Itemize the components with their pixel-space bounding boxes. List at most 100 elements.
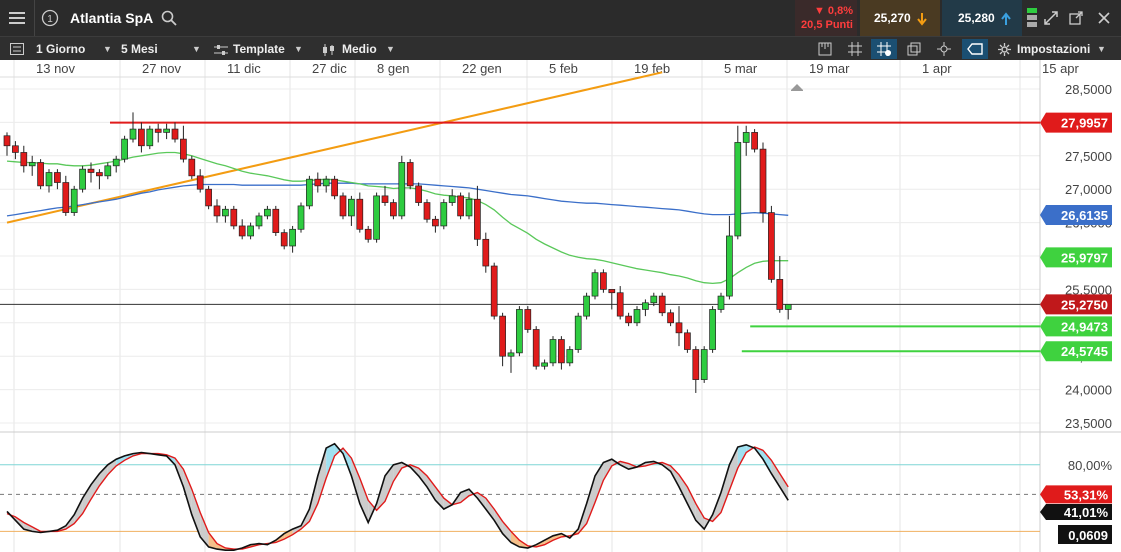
candle <box>541 359 548 370</box>
draw-icon[interactable] <box>962 39 988 59</box>
candle <box>96 169 103 190</box>
list-icon[interactable] <box>4 39 30 59</box>
stoch-fill <box>99 464 108 486</box>
candle <box>432 215 439 233</box>
stoch-fill <box>393 462 402 482</box>
symbol-title[interactable]: Atlantia SpA <box>70 10 154 26</box>
stoch-fill <box>494 509 503 534</box>
y-tick-label: 28,5000 <box>1065 82 1112 97</box>
candle <box>121 135 128 163</box>
candle <box>734 125 742 240</box>
template-chevron-down-icon[interactable]: ▼ <box>294 44 303 54</box>
candle <box>784 304 792 320</box>
arrow-down-icon <box>917 12 927 26</box>
svg-text:53,31%: 53,31% <box>1064 487 1109 502</box>
axis-price-label: 25,9797 <box>1040 247 1112 268</box>
ruler-icon[interactable] <box>812 39 838 59</box>
stoch-fill <box>502 521 511 543</box>
price-chart[interactable]: 13 nov 27 nov 11 dic 27 dic 8 gen 22 gen 5 feb… <box>0 60 1121 552</box>
candle <box>297 202 305 233</box>
candle <box>700 346 708 383</box>
candle <box>12 141 19 160</box>
bid-button[interactable]: 25,270 <box>860 0 940 36</box>
svg-text:1: 1 <box>47 14 53 25</box>
stoch-fill <box>603 459 612 481</box>
candle <box>381 185 389 206</box>
crosshair-icon[interactable] <box>871 39 897 59</box>
candle <box>373 192 380 243</box>
candle <box>490 262 498 320</box>
period-select[interactable]: 5 Mesi <box>121 37 158 61</box>
candle <box>457 192 464 220</box>
stoch-fill <box>595 462 604 503</box>
candle <box>205 185 212 210</box>
settings-chevron-down-icon[interactable]: ▼ <box>1097 44 1106 54</box>
candle <box>692 346 700 393</box>
axis-price-label: 27,9957 <box>1040 112 1112 133</box>
grid-icon[interactable] <box>842 39 868 59</box>
stoch-fill <box>586 475 595 524</box>
close-icon[interactable] <box>1090 0 1118 36</box>
ask-button[interactable]: 25,280 <box>942 0 1022 36</box>
candle <box>314 172 322 193</box>
stoch-fill <box>771 460 780 487</box>
candle <box>188 155 196 180</box>
candle <box>465 192 473 220</box>
support-lines[interactable] <box>741 325 1040 353</box>
stoch-tick-label: 80,00% <box>1068 458 1113 473</box>
candle <box>87 162 95 183</box>
time-marker-icon[interactable] <box>791 84 803 90</box>
candle <box>180 125 187 163</box>
candle <box>616 286 624 320</box>
stoch-fill <box>763 450 772 474</box>
candle <box>364 225 372 243</box>
expand-icon[interactable] <box>1040 0 1062 36</box>
interval-select[interactable]: 1 Giorno <box>36 37 85 61</box>
candle <box>129 112 137 143</box>
interval-chevron-down-icon[interactable]: ▼ <box>103 44 112 54</box>
stoch-fill <box>679 474 688 504</box>
stoch-fill <box>116 455 125 466</box>
template-button[interactable]: Template <box>214 37 285 61</box>
search-icon[interactable] <box>158 0 180 36</box>
x-tick-label: 27 dic <box>312 61 347 76</box>
candle <box>516 306 523 357</box>
chart-type-button[interactable]: Medio <box>322 37 377 61</box>
pin-icon[interactable] <box>931 39 957 59</box>
candle <box>600 269 607 293</box>
hamburger-icon[interactable] <box>0 0 34 36</box>
candle <box>390 199 397 220</box>
stoch-fill <box>191 489 201 537</box>
candle <box>717 292 725 313</box>
svg-text:0,0609: 0,0609 <box>1068 528 1108 543</box>
copy-icon[interactable] <box>901 39 927 59</box>
svg-text:41,01%: 41,01% <box>1064 505 1109 520</box>
svg-text:24,9473: 24,9473 <box>1061 319 1108 334</box>
candle <box>751 129 758 153</box>
stoch-fill <box>208 532 217 550</box>
stoch-fill <box>317 448 327 504</box>
axis-price-label: 53,31% <box>1040 485 1112 504</box>
settings-button[interactable]: Impostazioni <box>998 37 1090 61</box>
stoch-fill <box>284 529 293 540</box>
chart-type-chevron-down-icon[interactable]: ▼ <box>386 44 395 54</box>
candle <box>642 299 649 317</box>
info-circle-icon[interactable]: 1 <box>34 0 65 36</box>
trendline[interactable] <box>6 71 663 224</box>
stoch-fill <box>687 486 696 521</box>
candle <box>684 329 691 353</box>
y-tick-label: 27,5000 <box>1065 149 1112 164</box>
popout-icon[interactable] <box>1064 0 1088 36</box>
candle <box>348 195 355 226</box>
bars-icon[interactable] <box>1024 0 1040 36</box>
candle <box>675 306 683 347</box>
candle <box>20 145 28 173</box>
candle <box>112 155 120 173</box>
candle <box>398 155 406 220</box>
stoch-fill <box>107 459 117 475</box>
stoch-fill <box>443 498 453 510</box>
period-chevron-down-icon[interactable]: ▼ <box>192 44 201 54</box>
y-tick-label: 23,5000 <box>1065 416 1112 431</box>
candle <box>45 169 53 193</box>
stoch-fill <box>435 486 444 510</box>
